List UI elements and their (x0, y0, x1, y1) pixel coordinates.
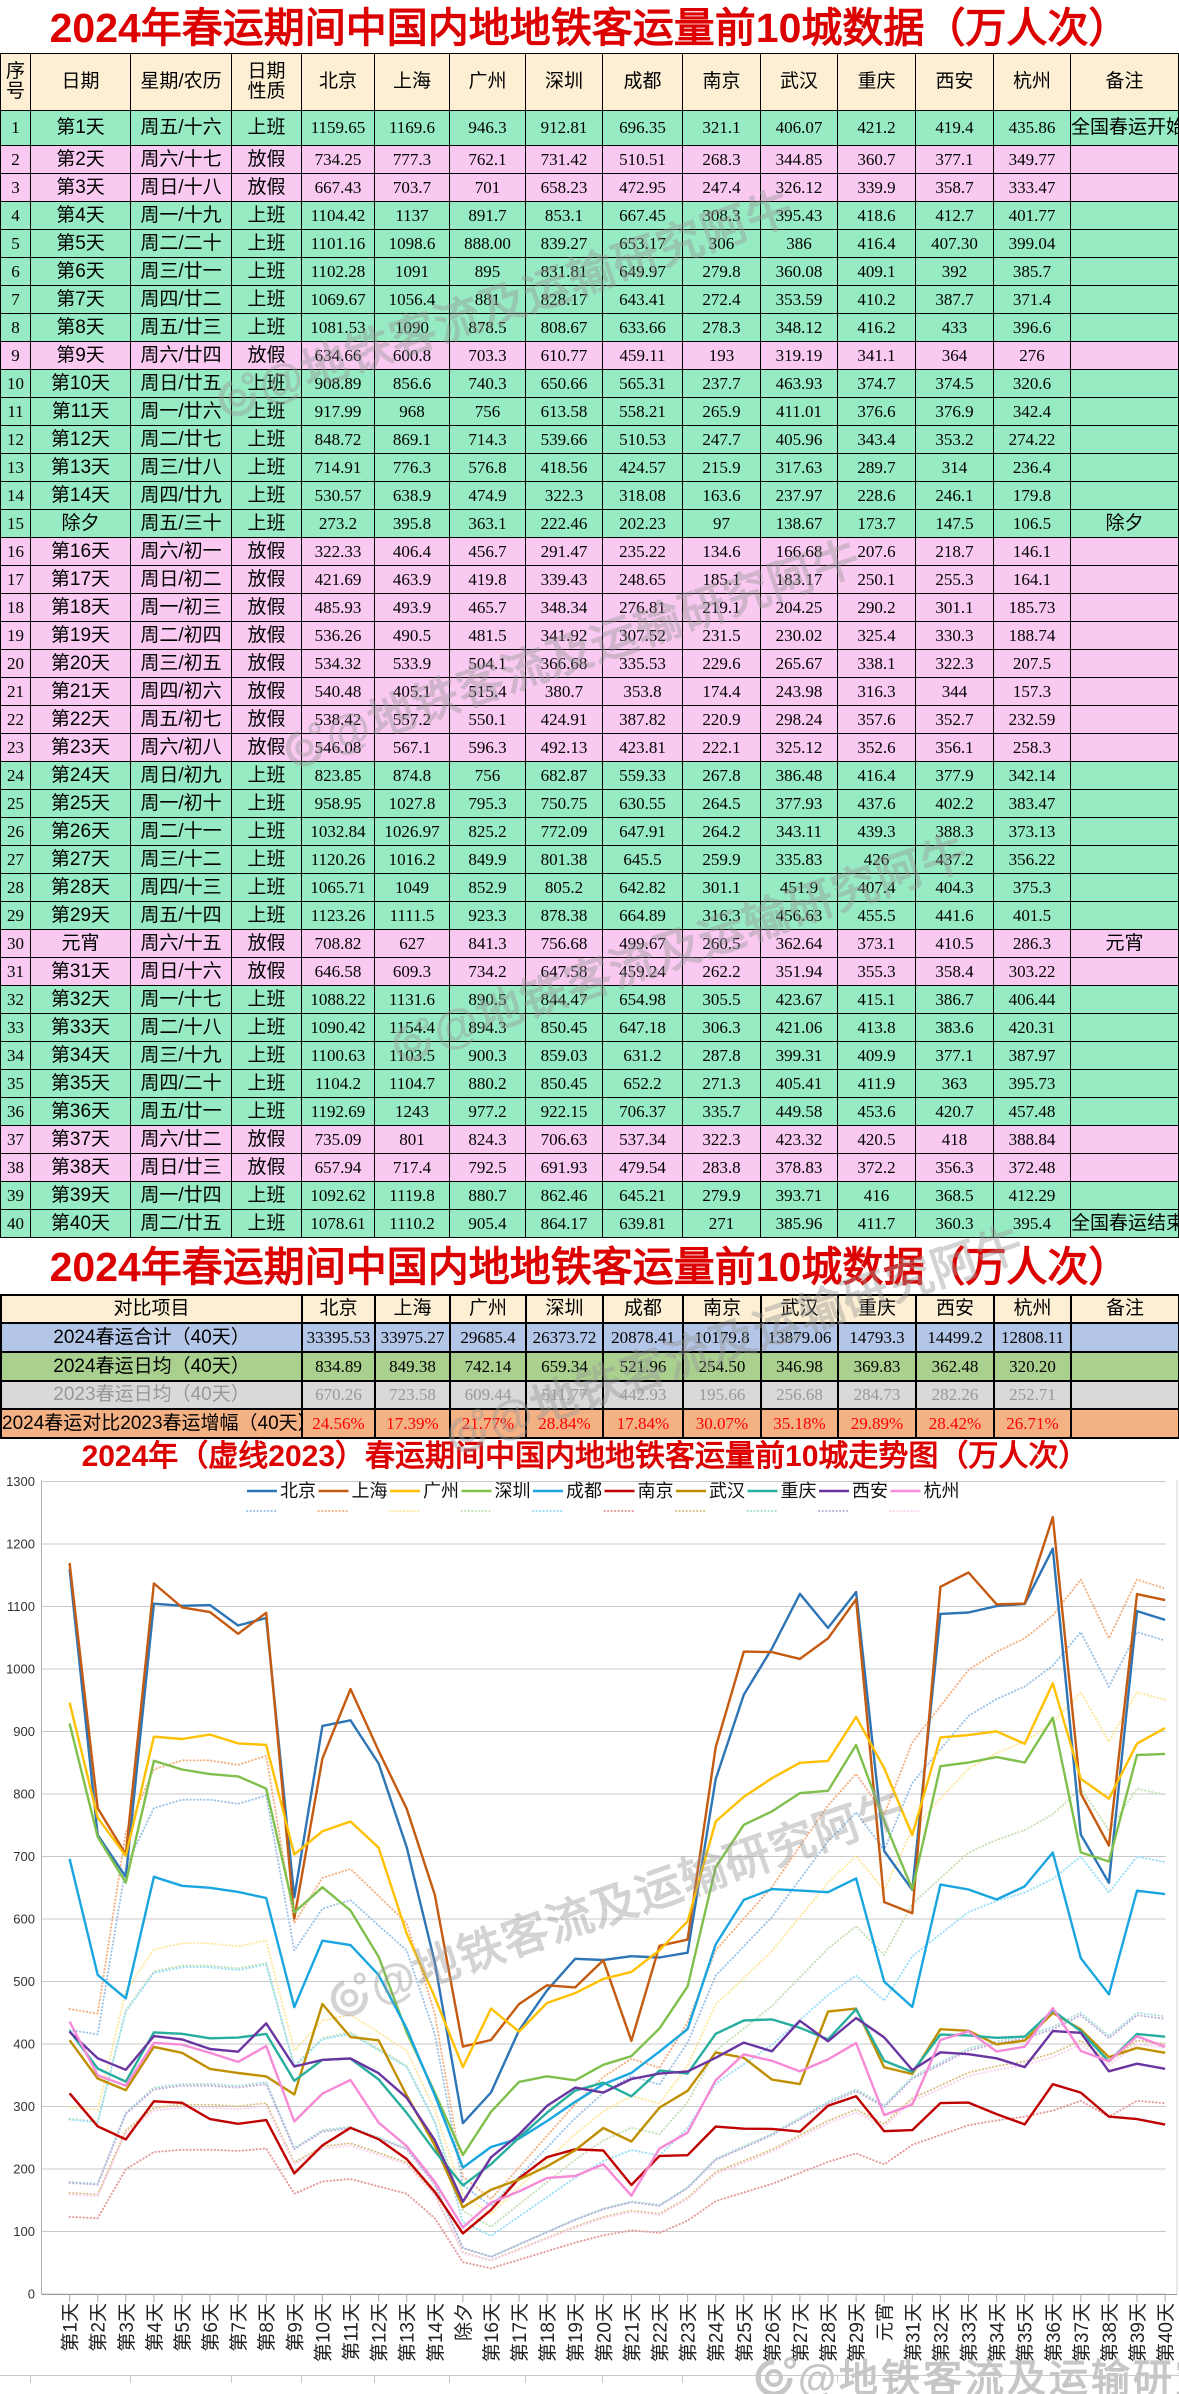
svg-text:第25天: 第25天 (734, 2303, 756, 2362)
svg-text:元宵: 元宵 (874, 2303, 896, 2341)
svg-text:500: 500 (13, 1974, 35, 1989)
svg-text:第23天: 第23天 (678, 2303, 700, 2362)
svg-text:第10天: 第10天 (312, 2303, 334, 2362)
svg-text:除夕: 除夕 (453, 2303, 475, 2341)
svg-text:第27天: 第27天 (790, 2303, 812, 2362)
svg-text:重庆: 重庆 (781, 1481, 817, 1501)
svg-text:第6天: 第6天 (200, 2303, 222, 2352)
svg-text:第12天: 第12天 (369, 2303, 391, 2362)
svg-text:400: 400 (13, 2037, 35, 2052)
svg-text:2024年（虚线2023）春运期间中国内地地铁客运量前10城: 2024年（虚线2023）春运期间中国内地地铁客运量前10城走势图（万人次） (82, 1439, 1089, 1473)
svg-text:第9天: 第9天 (284, 2303, 306, 2352)
svg-text:成都: 成都 (566, 1481, 602, 1501)
svg-text:西安: 西安 (852, 1481, 888, 1501)
svg-text:第36天: 第36天 (1043, 2303, 1065, 2362)
svg-text:第11天: 第11天 (341, 2303, 363, 2361)
svg-text:200: 200 (13, 2162, 35, 2177)
svg-text:第3天: 第3天 (116, 2303, 138, 2352)
svg-text:第33天: 第33天 (959, 2303, 981, 2362)
svg-text:1100: 1100 (7, 1599, 35, 1614)
svg-text:第8天: 第8天 (256, 2303, 278, 2352)
svg-text:第22天: 第22天 (650, 2303, 672, 2362)
svg-text:700: 700 (13, 1849, 35, 1864)
svg-text:南京: 南京 (638, 1481, 674, 1501)
svg-text:第16天: 第16天 (481, 2303, 503, 2362)
svg-text:第1天: 第1天 (60, 2303, 82, 2352)
svg-text:900: 900 (13, 1724, 35, 1739)
svg-text:800: 800 (13, 1787, 35, 1802)
svg-text:300: 300 (13, 2099, 35, 2114)
svg-text:第28天: 第28天 (818, 2303, 840, 2362)
svg-text:第5天: 第5天 (172, 2303, 194, 2352)
svg-text:1200: 1200 (6, 1537, 35, 1552)
svg-text:上海: 上海 (352, 1481, 388, 1501)
svg-text:第18天: 第18天 (537, 2303, 559, 2362)
svg-text:第24天: 第24天 (706, 2303, 728, 2362)
svg-text:杭州: 杭州 (924, 1481, 960, 1501)
svg-text:第37天: 第37天 (1071, 2303, 1093, 2362)
svg-text:第34天: 第34天 (987, 2303, 1009, 2362)
svg-text:100: 100 (13, 2224, 35, 2239)
svg-text:第38天: 第38天 (1099, 2303, 1121, 2362)
svg-text:武汉: 武汉 (709, 1481, 745, 1501)
svg-text:1000: 1000 (6, 1662, 35, 1677)
svg-text:1300: 1300 (6, 1474, 35, 1489)
svg-text:第31天: 第31天 (902, 2303, 924, 2362)
svg-text:第35天: 第35天 (1015, 2303, 1037, 2362)
svg-text:0: 0 (28, 2287, 35, 2302)
svg-text:深圳: 深圳 (495, 1481, 531, 1501)
svg-text:第7天: 第7天 (228, 2303, 250, 2352)
svg-text:广州: 广州 (423, 1481, 459, 1501)
svg-text:第2天: 第2天 (88, 2303, 110, 2352)
svg-text:第19天: 第19天 (565, 2303, 587, 2362)
svg-text:第26天: 第26天 (762, 2303, 784, 2362)
svg-text:第29天: 第29天 (846, 2303, 868, 2362)
svg-text:第39天: 第39天 (1127, 2303, 1149, 2362)
svg-text:第21天: 第21天 (621, 2303, 643, 2362)
svg-text:第14天: 第14天 (425, 2303, 447, 2362)
svg-text:第20天: 第20天 (593, 2303, 615, 2362)
svg-text:北京: 北京 (280, 1481, 316, 1501)
svg-text:第32天: 第32天 (930, 2303, 952, 2362)
svg-text:600: 600 (13, 1912, 35, 1927)
svg-text:第17天: 第17天 (509, 2303, 531, 2362)
svg-text:第4天: 第4天 (144, 2303, 166, 2352)
svg-text:第40天: 第40天 (1155, 2303, 1177, 2362)
svg-text:第13天: 第13天 (397, 2303, 419, 2362)
